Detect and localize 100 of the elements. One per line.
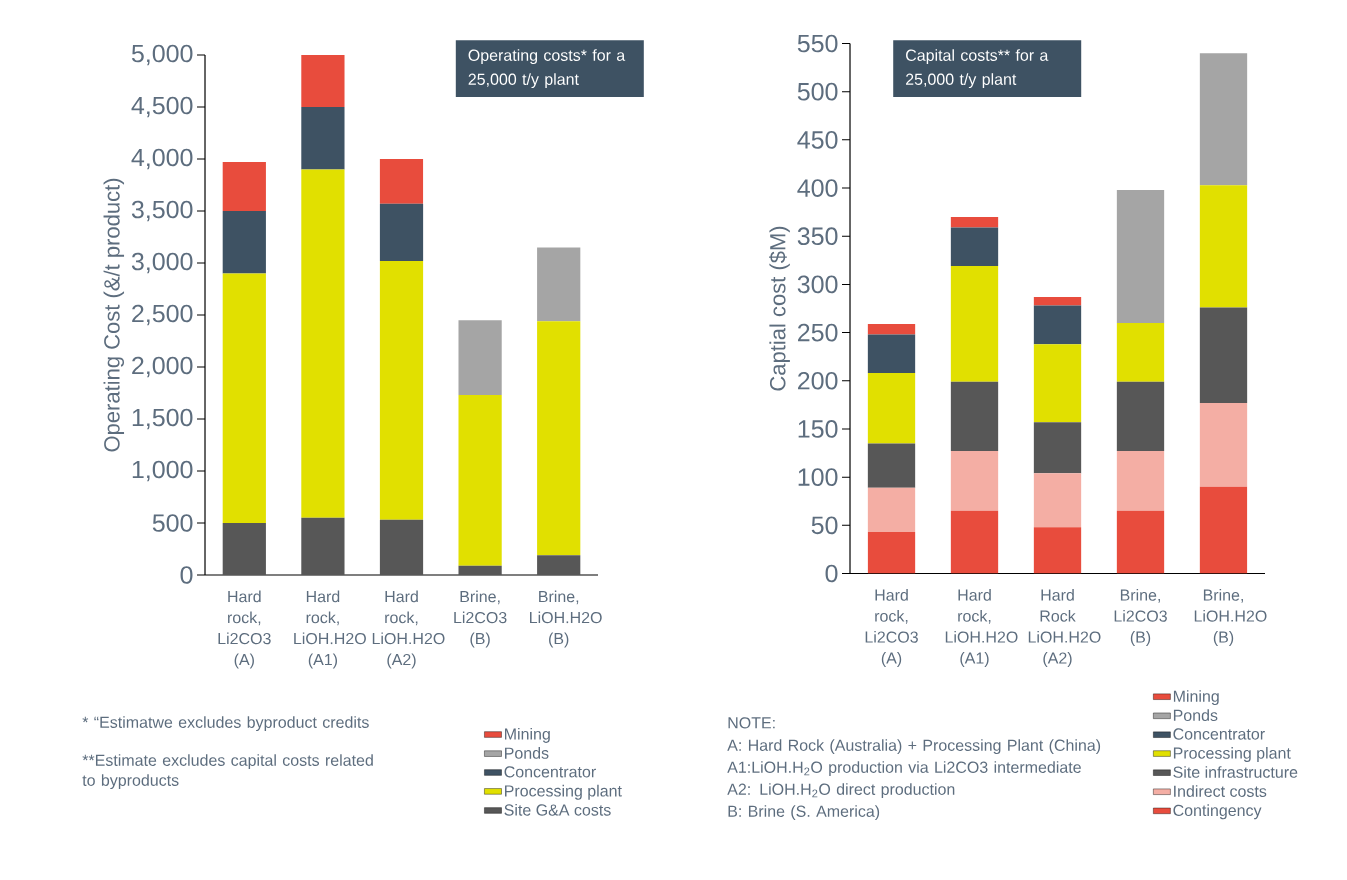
x-tick-label: Hard Rock LiOH.H2O (A2) <box>1028 589 1101 667</box>
legend-label: Mining <box>1173 690 1219 706</box>
bar <box>950 216 999 228</box>
text: A: Hard Rock (Australia) + Processing Plant (China) <box>727 739 1101 755</box>
bar <box>1116 510 1165 574</box>
bar <box>1116 451 1165 511</box>
bar <box>1116 189 1165 323</box>
bar <box>458 320 502 396</box>
legend-label: Site G&A costs <box>504 803 611 816</box>
bar <box>1199 185 1248 308</box>
y-tick-label: 100 <box>798 468 838 486</box>
bar <box>379 519 424 575</box>
x-tick-label: Hard rock, LiOH.H2O (A2) <box>372 590 445 669</box>
bar <box>1033 473 1082 528</box>
y-tick-label: 500 <box>797 82 838 101</box>
y-tick-label: 1,500 <box>132 408 193 430</box>
x-tick-label: Brine, Li2CO3 (B) <box>454 590 507 648</box>
x-tick-label: Brine, LiOH.H2O (B) <box>1194 589 1267 646</box>
bar <box>1116 322 1165 382</box>
bar <box>222 210 266 274</box>
x-tick-label: Brine, LiOH.H2O (B) <box>530 590 602 648</box>
legend-label: Processing plant <box>505 784 622 800</box>
y-tick-label: 1,000 <box>132 460 193 482</box>
x-tick-label: Hard rock, LiOH.H2O (A1) <box>945 589 1018 667</box>
bar <box>301 54 345 107</box>
y-axis-title: Operating Cost (&/t product) <box>103 178 125 452</box>
bar <box>537 321 581 556</box>
bar <box>1199 53 1248 186</box>
text: * “Estimatwe excludes byproduct credits <box>82 716 369 732</box>
x-tick-label: Brine, Li2CO3 (B) <box>1114 589 1167 646</box>
bar <box>222 273 266 523</box>
bar <box>379 260 424 520</box>
bar <box>867 373 916 444</box>
bar <box>1033 305 1082 345</box>
y-tick-label: 350 <box>797 227 838 246</box>
text: NOTE: <box>728 717 775 729</box>
bar <box>950 381 999 452</box>
y-tick-label: 3,000 <box>131 252 193 274</box>
bar <box>950 227 999 267</box>
bar <box>1199 486 1248 574</box>
bar <box>222 522 266 575</box>
y-tick-label: 5,000 <box>131 44 193 66</box>
y-tick-label: 550 <box>797 34 838 53</box>
y-axis-title: Captial cost ($M) <box>769 226 790 391</box>
bar <box>1033 344 1082 423</box>
bar <box>950 451 999 511</box>
y-tick-label: 2,500 <box>132 304 193 326</box>
legend-label: Indirect costs <box>1174 785 1267 797</box>
legend-label: Mining <box>505 727 550 743</box>
bar <box>301 517 345 575</box>
legend-label: Concentrator <box>504 766 596 778</box>
bar <box>537 247 581 322</box>
y-tick-label: 3,500 <box>131 200 193 222</box>
text: A2: LiOH.H$_{2}$O direct production <box>727 783 955 799</box>
x-tick-label: Hard rock, LiOH.H2O (A1) <box>294 590 366 669</box>
bar <box>867 532 916 574</box>
y-tick-label: 300 <box>797 275 838 294</box>
text: **Estimate excludes capital costs related to byproducts <box>82 754 373 790</box>
y-tick-label: 250 <box>798 323 838 342</box>
bar <box>867 323 916 335</box>
text: B: Brine (S. America) <box>728 805 880 821</box>
bar <box>1033 422 1082 474</box>
bar <box>458 565 502 575</box>
y-tick-label: 150 <box>798 420 838 438</box>
bar <box>537 555 581 575</box>
legend-label: Concentrator <box>1173 728 1265 740</box>
bar <box>379 203 424 261</box>
bar <box>1033 527 1082 574</box>
y-tick-label: 400 <box>797 179 838 197</box>
bar <box>867 334 916 374</box>
y-tick-label: 4,000 <box>131 148 193 170</box>
y-tick-label: 500 <box>152 514 193 532</box>
y-tick-label: 450 <box>797 131 838 149</box>
legend-label: Ponds <box>505 747 549 759</box>
bar <box>379 158 424 204</box>
y-tick-label: 0 <box>180 566 193 584</box>
bar <box>1033 296 1082 306</box>
y-tick-label: 4,500 <box>131 96 193 118</box>
bar <box>1116 381 1165 452</box>
legend-label: Processing plant <box>1173 747 1291 762</box>
bar <box>867 487 916 533</box>
y-tick-label: 50 <box>811 516 838 535</box>
bar <box>301 169 345 518</box>
chart-title: Operating costs* for a 25,000 t/y plant <box>468 49 626 89</box>
legend-label: Site infrastructure <box>1173 766 1298 778</box>
y-tick-label: 200 <box>798 371 838 390</box>
y-tick-label: 2,000 <box>132 356 193 378</box>
text: Capital costs** for a 25,000 t/y plant <box>906 49 1049 89</box>
legend-label: Contingency <box>1173 804 1262 820</box>
legend-label: Ponds <box>1173 709 1218 722</box>
x-tick-label: Hard rock, Li2CO3 (A) <box>218 590 271 669</box>
bar <box>950 266 999 382</box>
bar <box>458 395 502 566</box>
bar <box>222 162 266 211</box>
text: A1:LiOH.H$_{2}$O production via Li2CO3 intermediate <box>727 761 1081 777</box>
bar <box>1199 402 1248 487</box>
y-tick-label: 0 <box>825 564 838 583</box>
bar <box>867 443 916 488</box>
bar <box>301 106 345 170</box>
bar <box>1199 307 1248 403</box>
